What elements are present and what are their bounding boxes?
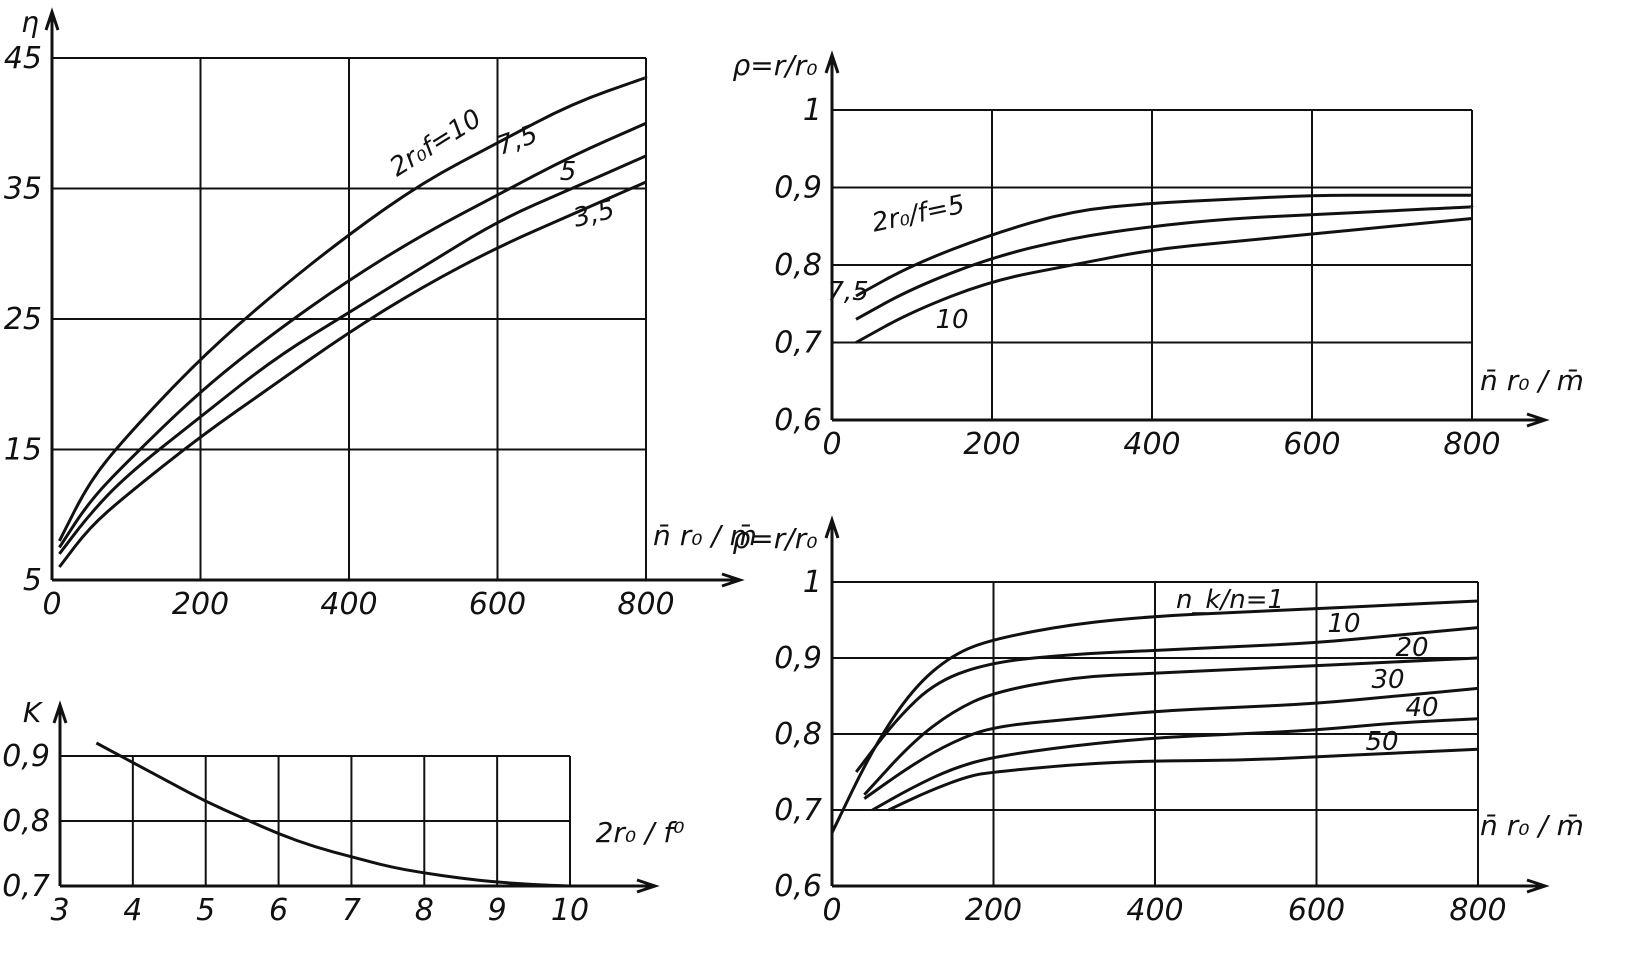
series-label-0: 2r₀f=10 [385,104,487,183]
y-tick-label: 0,6 [774,869,822,904]
x-tick-label: 400 [320,587,377,622]
series-label-0: n_k/n=1 [1176,585,1284,615]
y-tick-label: 45 [4,41,42,76]
y-tick-label: 1 [803,565,822,600]
series-line-3 [58,180,647,568]
y-axis-arrow [824,515,840,539]
x-axis-arrow [721,572,745,588]
x-tick-label: 5 [196,893,215,928]
chart-panel-kappa: 3 4 5 6 7 8 9 10 0,7 0,8 0,9 K 2r₀ / f⁰ [2,696,684,928]
series-label-2: 20 [1395,633,1428,663]
x-tick-label: 200 [172,587,229,622]
y-tick-label: 0,7 [774,326,822,361]
x-tick-label: 400 [1123,427,1180,462]
series-line-2 [58,154,647,555]
y-tick-label: 15 [4,433,42,468]
x-tick-label: 0 [822,427,841,462]
x-axis-arrow [636,878,660,894]
y-axis-label: ρ=r/r₀ [733,49,818,82]
y-axis-arrow [44,7,60,31]
series-label-5: 50 [1365,727,1398,757]
y-tick-label: 0,8 [774,248,822,283]
y-axis-label: η [21,6,39,39]
series-label-1: 7,5 [493,119,542,161]
x-tick-label: 0 [822,893,841,928]
y-tick-label: 35 [4,172,42,207]
series-label-2: 5 [560,157,577,187]
x-axis-label: n̄ r₀ / m̄ [653,519,757,552]
x-axis-arrow [1526,878,1550,894]
x-tick-label: 800 [1443,427,1500,462]
x-tick-label: 0 [42,587,61,622]
chart-panel-rho_n: 0 200 400 600 800 0,6 0,7 0,8 0,9 1 ρ=r/r₀ n̄ r₀ / … [733,515,1584,928]
series-line-1 [855,626,1479,773]
x-axis-label: n̄ r₀ / m̄ [1480,809,1584,842]
y-axis-arrow [824,50,840,74]
x-tick-label: 4 [123,893,142,928]
y-tick-label: 0,9 [774,171,822,206]
x-tick-label: 8 [415,893,434,928]
x-tick-label: 200 [963,427,1020,462]
x-axis-label: 2r₀ / f⁰ [596,816,685,849]
y-tick-label: 0,9 [2,739,50,774]
x-tick-label: 400 [1126,893,1183,928]
series-line-0 [830,599,1479,834]
series-label-0: 2r₀/f=5 [869,190,967,239]
x-tick-label: 6 [269,893,288,928]
y-tick-label: 5 [23,563,42,598]
series-label-3: 3,5 [570,195,617,234]
x-tick-label: 800 [1449,893,1506,928]
series-label-2: 10 [935,305,968,335]
y-tick-label: 1 [803,93,822,128]
y-tick-label: 0,7 [774,793,822,828]
series-line-1 [58,121,647,549]
y-tick-label: 25 [4,302,42,337]
chart-panel-rho_f: 0 200 400 600 800 0,6 0,7 0,8 0,9 1 ρ=r/r₀ n̄ r₀ / … [733,49,1584,462]
y-tick-label: 0,8 [774,717,822,752]
series-line-0 [855,193,1472,298]
x-tick-label: 800 [617,587,674,622]
x-tick-label: 600 [1283,427,1340,462]
y-tick-label: 0,6 [774,403,822,438]
series-line-0 [95,741,572,888]
x-tick-label: 7 [342,893,361,928]
x-tick-label: 3 [50,893,69,928]
series-line-2 [863,656,1479,796]
x-tick-label: 10 [551,893,589,928]
series-line-1 [855,205,1474,321]
x-axis-label: n̄ r₀ / m̄ [1480,364,1584,397]
series-line-3 [863,686,1479,800]
series-line-2 [855,217,1473,344]
x-tick-label: 9 [488,893,507,928]
series-label-1: 10 [1327,609,1360,639]
y-tick-label: 0,8 [2,804,50,839]
series-line-0 [58,76,648,542]
y-tick-label: 0,7 [2,869,50,904]
x-tick-label: 200 [965,893,1022,928]
x-axis-arrow [1526,412,1550,428]
y-axis-label: ρ=r/r₀ [733,522,818,555]
series-label-4: 40 [1405,693,1438,723]
y-axis-label: K [23,696,44,729]
x-tick-label: 600 [469,587,526,622]
series-line-4 [871,717,1479,812]
series-label-3: 30 [1371,665,1404,695]
x-tick-label: 600 [1288,893,1345,928]
chart-panel-eta: 0 200 400 600 800 5 15 25 35 45η n̄ r₀ / m̄ 2r₀f=10… [4,6,757,622]
series-line-5 [887,747,1479,812]
y-axis-arrow [52,700,68,724]
series-label-1: 7,5 [827,277,868,307]
y-tick-label: 0,9 [774,641,822,676]
